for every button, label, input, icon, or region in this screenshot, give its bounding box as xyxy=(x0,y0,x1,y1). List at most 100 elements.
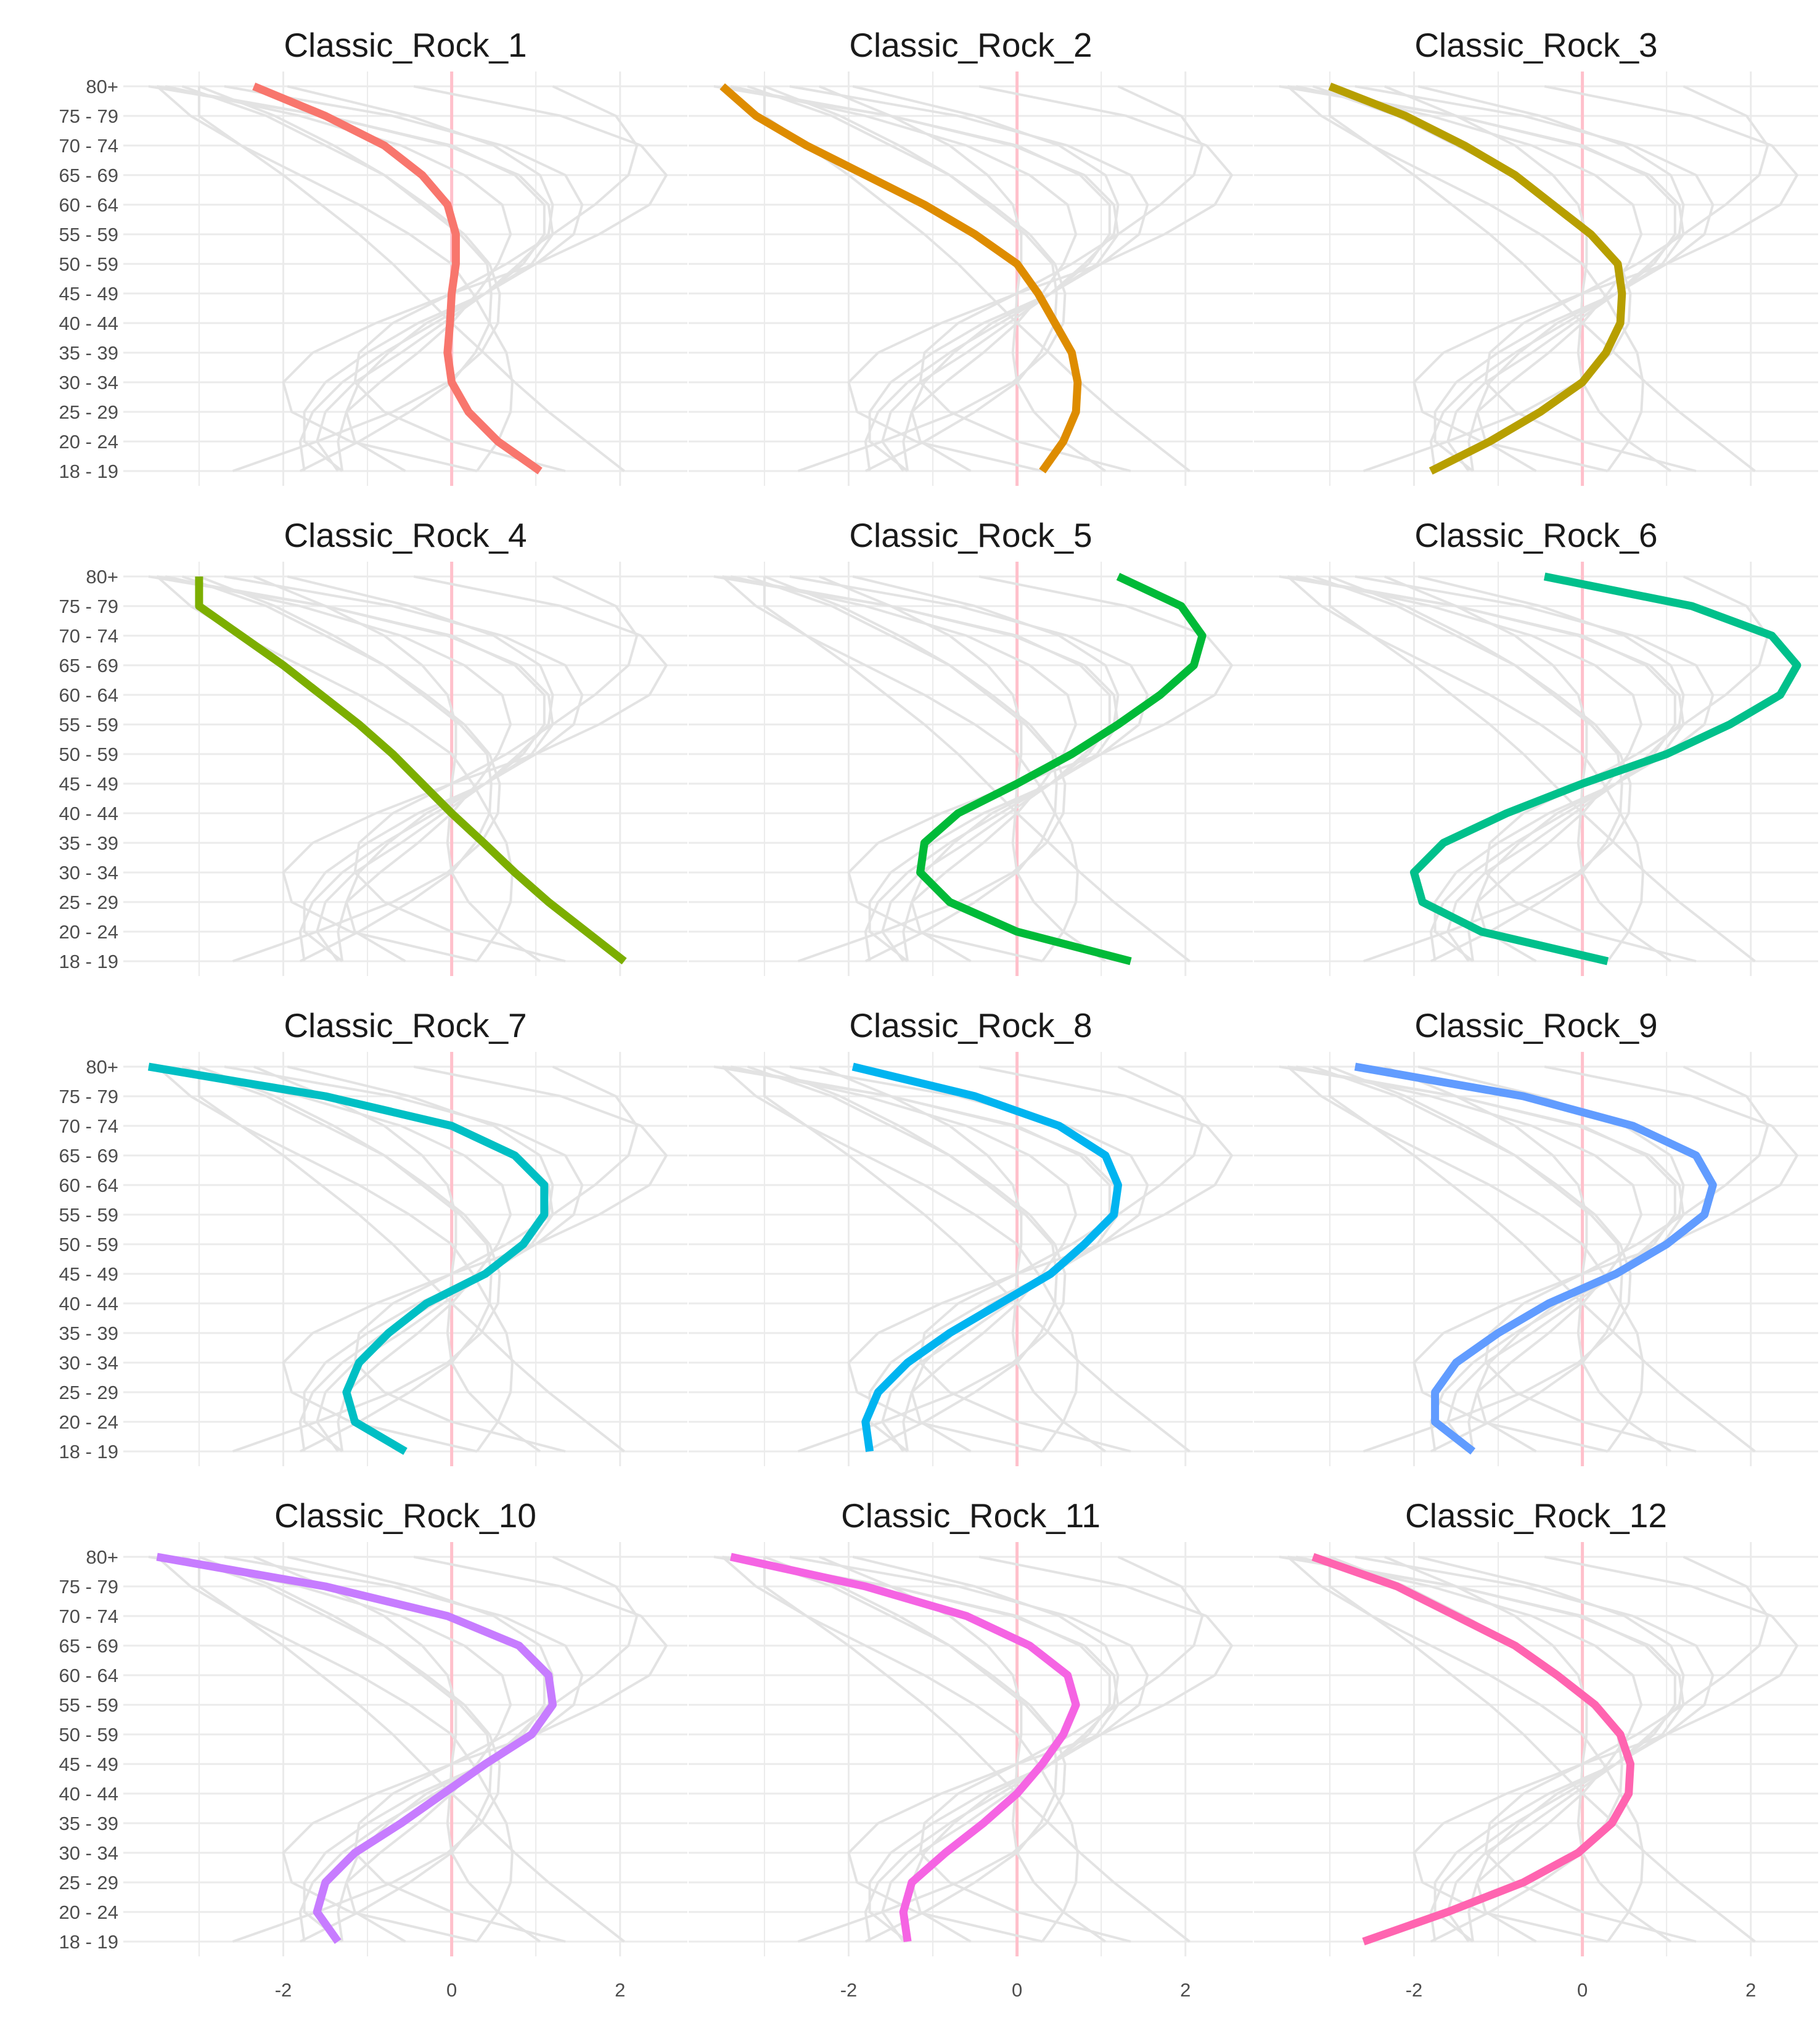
background-line-Classic_Rock_3 xyxy=(199,85,493,472)
background-line-Classic_Rock_11 xyxy=(1295,575,1643,962)
y-tick-label: 35 - 39 xyxy=(59,832,118,854)
background-line-Classic_Rock_5 xyxy=(353,575,639,962)
y-tick-label: 55 - 59 xyxy=(59,714,118,736)
background-line-Classic_Rock_2 xyxy=(1287,1556,1644,1943)
background-line-Classic_Rock_11 xyxy=(165,1556,512,1942)
background-line-Classic_Rock_11 xyxy=(165,1065,512,1452)
panel-title: Classic_Rock_7 xyxy=(284,1006,527,1044)
series-line-Classic_Rock_1 xyxy=(252,82,543,475)
x-tick-label: 0 xyxy=(1012,1979,1022,2001)
y-tick-label: 18 - 19 xyxy=(59,461,118,482)
background-line-Classic_Rock_10 xyxy=(722,575,1120,962)
y-tick-label: 75 - 79 xyxy=(59,1086,118,1107)
panel-title: Classic_Rock_11 xyxy=(841,1496,1101,1535)
series-line-Classic_Rock_5 xyxy=(916,573,1207,966)
series-line-Classic_Rock_2 xyxy=(719,83,1082,474)
series-line-Classic_Rock_9 xyxy=(1354,1062,1717,1455)
background-line-Classic_Rock_2 xyxy=(156,1556,514,1943)
y-tick-label: 25 - 29 xyxy=(59,1872,118,1893)
panel-title: Classic_Rock_12 xyxy=(1405,1496,1667,1535)
background-line-Classic_Rock_1 xyxy=(1383,575,1672,962)
background-line-Classic_Rock_11 xyxy=(730,1065,1078,1452)
y-tick-label: 80+ xyxy=(86,566,118,588)
background-line-Classic_Rock_2 xyxy=(156,1065,514,1453)
y-tick-label: 30 - 34 xyxy=(59,862,118,884)
background-line-Classic_Rock_10 xyxy=(157,575,554,962)
background-line-Classic_Rock_8 xyxy=(852,1556,1120,1942)
background-line-Classic_Rock_5 xyxy=(353,1065,639,1453)
y-tick-label: 25 - 29 xyxy=(59,401,118,423)
background-line-Classic_Rock_2 xyxy=(156,575,514,962)
x-tick-label: 0 xyxy=(446,1979,457,2001)
series-line-Classic_Rock_4 xyxy=(195,576,627,965)
x-tick-label: 0 xyxy=(1577,1979,1588,2001)
background-line-Classic_Rock_1 xyxy=(818,575,1107,962)
y-tick-label: 30 - 34 xyxy=(59,372,118,393)
y-tick-label: 80+ xyxy=(86,1056,118,1078)
y-tick-label: 35 - 39 xyxy=(59,342,118,364)
y-tick-label: 75 - 79 xyxy=(59,596,118,617)
background-line-Classic_Rock_9 xyxy=(789,575,1149,962)
background-line-Classic_Rock_10 xyxy=(1287,85,1685,472)
x-tick-label: -2 xyxy=(840,1979,858,2001)
y-tick-label: 75 - 79 xyxy=(59,105,118,127)
background-line-Classic_Rock_4 xyxy=(763,1067,1191,1453)
y-tick-label: 55 - 59 xyxy=(59,1694,118,1716)
y-tick-label: 45 - 49 xyxy=(59,773,118,795)
y-tick-label: 20 - 24 xyxy=(59,921,118,943)
y-tick-label: 40 - 44 xyxy=(59,1783,118,1805)
background-line-Classic_Rock_6 xyxy=(282,1556,668,1943)
background-line-Classic_Rock_4 xyxy=(763,1557,1191,1943)
background-line-Classic_Rock_2 xyxy=(721,1556,1079,1943)
background-line-Classic_Rock_4 xyxy=(1328,1067,1756,1453)
background-line-Classic_Rock_5 xyxy=(1484,1065,1769,1453)
x-tick-label: -2 xyxy=(1406,1979,1423,2001)
panel-title: Classic_Rock_4 xyxy=(284,516,527,554)
y-tick-label: 65 - 69 xyxy=(59,1635,118,1657)
y-tick-label: 50 - 59 xyxy=(59,744,118,765)
background-line-Classic_Rock_11 xyxy=(165,85,512,472)
y-tick-label: 60 - 64 xyxy=(59,684,118,706)
x-tick-label: -2 xyxy=(275,1979,292,2001)
background-line-Classic_Rock_9 xyxy=(1355,1556,1715,1943)
background-line-Classic_Rock_1 xyxy=(818,1065,1107,1453)
background-line-Classic_Rock_9 xyxy=(789,85,1149,472)
background-line-Classic_Rock_6 xyxy=(847,1556,1233,1943)
background-line-Classic_Rock_3 xyxy=(1329,1065,1623,1453)
background-line-Classic_Rock_3 xyxy=(764,575,1058,962)
background-line-Classic_Rock_6 xyxy=(1412,1556,1798,1943)
background-line-Classic_Rock_4 xyxy=(1328,1557,1756,1943)
x-tick-label: 2 xyxy=(1180,1979,1191,2001)
background-line-Classic_Rock_4 xyxy=(763,576,1191,962)
y-tick-label: 35 - 39 xyxy=(59,1813,118,1834)
y-tick-label: 65 - 69 xyxy=(59,1145,118,1167)
background-line-Classic_Rock_6 xyxy=(282,1065,668,1453)
background-line-Classic_Rock_1 xyxy=(1383,1556,1672,1943)
background-line-Classic_Rock_4 xyxy=(197,1067,625,1453)
background-line-Classic_Rock_11 xyxy=(730,85,1078,472)
background-line-Classic_Rock_1 xyxy=(253,1065,541,1453)
labels-layer: Classic_Rock_1 18 - 19 20 - 24 25 - 29 30 - … xyxy=(59,26,1756,2001)
background-line-Classic_Rock_6 xyxy=(1412,575,1798,962)
background-line-Classic_Rock_12 xyxy=(181,85,501,472)
background-line-Classic_Rock_3 xyxy=(199,1556,493,1943)
background-line-Classic_Rock_10 xyxy=(722,1556,1120,1943)
background-line-Classic_Rock_10 xyxy=(1287,1556,1685,1943)
y-tick-label: 70 - 74 xyxy=(59,135,118,157)
y-tick-label: 50 - 59 xyxy=(59,1234,118,1255)
background-line-Classic_Rock_5 xyxy=(919,1556,1204,1943)
y-tick-label: 18 - 19 xyxy=(59,1931,118,1953)
background-line-Classic_Rock_12 xyxy=(1312,1065,1632,1453)
background-line-Classic_Rock_1 xyxy=(253,1556,541,1943)
y-tick-label: 45 - 49 xyxy=(59,283,118,305)
background-line-Classic_Rock_6 xyxy=(1412,85,1798,472)
background-line-Classic_Rock_5 xyxy=(353,85,639,472)
background-line-Classic_Rock_8 xyxy=(852,575,1120,962)
reference-lines xyxy=(450,72,1584,1956)
background-line-Classic_Rock_9 xyxy=(789,1065,1149,1453)
y-tick-label: 20 - 24 xyxy=(59,1411,118,1433)
background-line-Classic_Rock_3 xyxy=(199,1065,493,1453)
y-tick-label: 25 - 29 xyxy=(59,892,118,913)
background-line-Classic_Rock_12 xyxy=(747,85,1067,472)
